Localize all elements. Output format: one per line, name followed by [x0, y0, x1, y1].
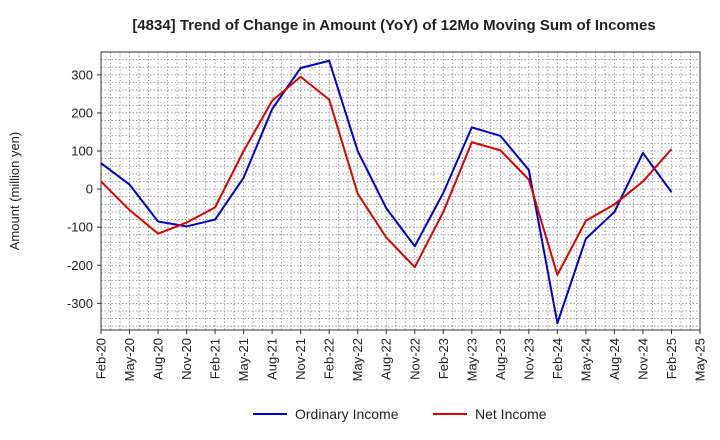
- y-axis-label: Amount (million yen): [7, 132, 22, 251]
- x-tick-label: Nov-22: [407, 338, 422, 380]
- legend-label: Ordinary Income: [295, 406, 399, 422]
- x-tick-label: Aug-24: [607, 338, 622, 380]
- x-tick-label: May-23: [464, 338, 479, 381]
- x-tick-label: Nov-24: [635, 338, 650, 380]
- legend: Ordinary Income Net Income: [253, 406, 547, 422]
- y-tick-label: 100: [71, 144, 93, 159]
- y-tick-label: 200: [71, 105, 93, 120]
- y-tick-label: -100: [67, 220, 93, 235]
- x-tick-label: Nov-20: [179, 338, 194, 380]
- y-tick-label: -200: [67, 258, 93, 273]
- x-tick-label: Feb-21: [208, 338, 223, 379]
- x-tick-label: May-21: [236, 338, 251, 381]
- y-tick-label: 0: [86, 182, 93, 197]
- x-tick-label: Nov-23: [521, 338, 536, 380]
- x-tick-label: Feb-23: [436, 338, 451, 379]
- legend-label: Net Income: [475, 406, 547, 422]
- x-tick-label: May-25: [693, 338, 708, 381]
- x-tick-label: Aug-20: [151, 338, 166, 380]
- x-tick-label: Aug-21: [265, 338, 280, 380]
- plot-frame: [100, 51, 701, 331]
- x-tick-label: May-20: [122, 338, 137, 381]
- chart-title: [4834] Trend of Change in Amount (YoY) o…: [132, 17, 655, 34]
- x-tick-label: Aug-23: [493, 338, 508, 380]
- y-tick-label: 300: [71, 67, 93, 82]
- x-tick-label: Feb-24: [550, 338, 565, 379]
- x-tick-label: Nov-21: [293, 338, 308, 380]
- x-tick-label: May-22: [350, 338, 365, 381]
- x-tick-label: Feb-20: [94, 338, 109, 379]
- x-tick-label: Feb-22: [322, 338, 337, 379]
- x-tick-label: Feb-25: [664, 338, 679, 379]
- y-tick-label: -300: [67, 296, 93, 311]
- plot-area: -300 -200 -100 0 100 200 300 Feb-20 May-20 Aug-20…: [67, 51, 708, 381]
- x-tick-label: Aug-22: [379, 338, 394, 380]
- x-tick-label: May-24: [578, 338, 593, 381]
